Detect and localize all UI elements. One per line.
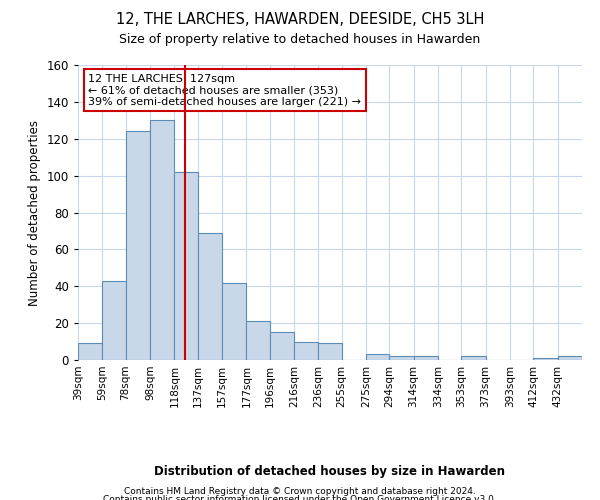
- Bar: [125, 132, 150, 360]
- Bar: [461, 356, 485, 360]
- Text: 12 THE LARCHES: 127sqm
← 61% of detached houses are smaller (353)
39% of semi-de: 12 THE LARCHES: 127sqm ← 61% of detached…: [88, 74, 361, 107]
- Bar: [150, 120, 175, 360]
- Bar: [413, 356, 438, 360]
- Bar: [222, 282, 247, 360]
- Bar: [389, 356, 413, 360]
- Y-axis label: Number of detached properties: Number of detached properties: [28, 120, 41, 306]
- Bar: [103, 280, 125, 360]
- Bar: [269, 332, 294, 360]
- Text: 12, THE LARCHES, HAWARDEN, DEESIDE, CH5 3LH: 12, THE LARCHES, HAWARDEN, DEESIDE, CH5 …: [116, 12, 484, 28]
- Bar: [247, 322, 269, 360]
- Bar: [366, 354, 389, 360]
- Bar: [557, 356, 582, 360]
- Text: Contains public sector information licensed under the Open Government Licence v3: Contains public sector information licen…: [103, 495, 497, 500]
- Bar: [78, 344, 103, 360]
- Text: Distribution of detached houses by size in Hawarden: Distribution of detached houses by size …: [155, 464, 505, 477]
- Bar: [319, 344, 341, 360]
- Bar: [294, 342, 319, 360]
- Bar: [197, 233, 222, 360]
- Text: Size of property relative to detached houses in Hawarden: Size of property relative to detached ho…: [119, 32, 481, 46]
- Bar: [533, 358, 557, 360]
- Text: Contains HM Land Registry data © Crown copyright and database right 2024.: Contains HM Land Registry data © Crown c…: [124, 488, 476, 496]
- Bar: [175, 172, 197, 360]
